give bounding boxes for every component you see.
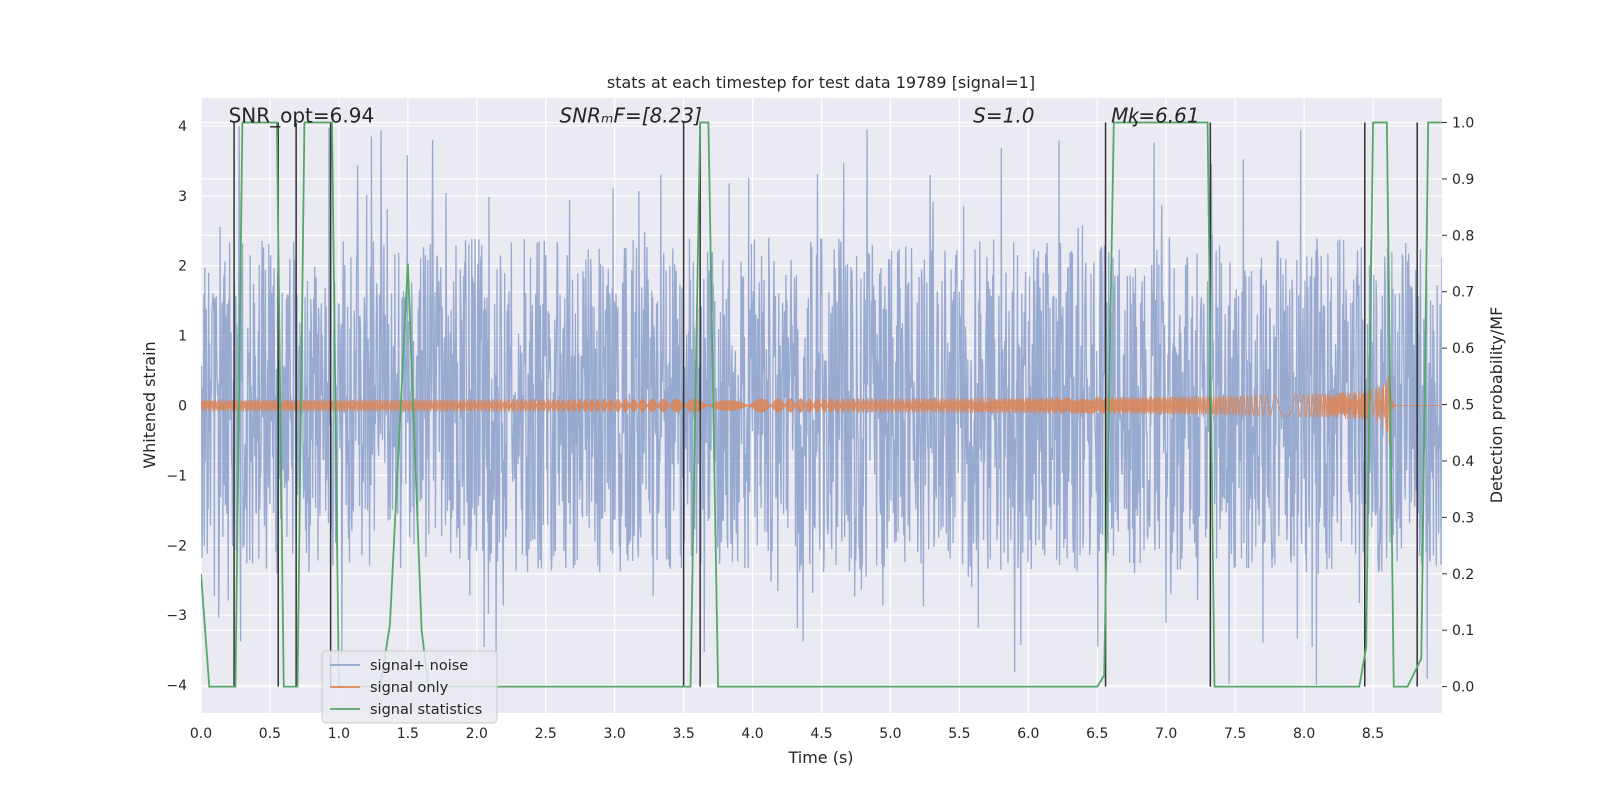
signal-line (201, 375, 1442, 446)
noise-line (201, 126, 1442, 685)
x-tick-label: 0.5 (259, 726, 281, 742)
legend: signal+ noise signal only signal statistic… (321, 650, 498, 724)
y2-tick-label: 0.5 (1452, 398, 1474, 414)
y-tick-label: −4 (166, 678, 187, 694)
x-tick-label: 8.0 (1293, 726, 1315, 742)
y2-tick-label: 0.9 (1452, 172, 1474, 188)
y-axis-ticks: −4 −3 −2 −1 0 1 2 3 4 (166, 119, 187, 694)
y-tick-label: 2 (178, 259, 187, 275)
annotation-s: S=1.0 (973, 103, 1034, 127)
y2-tick-label: 0.6 (1452, 341, 1474, 357)
annotations: SNR_opt=6.94 SNRₘF=[8.23] S=1.0 Mᶄ=6.61 (229, 103, 1200, 127)
y-tick-label: −3 (166, 608, 187, 624)
x-tick-label: 7.5 (1224, 726, 1246, 742)
y-tick-label: −2 (166, 538, 187, 554)
y2-tick-label: 1.0 (1452, 115, 1474, 131)
stats-line (201, 121, 1442, 688)
y-tick-label: 0 (178, 399, 187, 415)
x-tick-label: 5.0 (879, 726, 901, 742)
x-tick-label: 3.5 (672, 726, 694, 742)
y2-tick-label: 0.7 (1452, 285, 1474, 301)
y2-axis-label: Detection probability/MF (1487, 307, 1506, 504)
y2-tick-label: 0.2 (1452, 567, 1474, 583)
x-axis-ticks: 0.0 0.5 1.0 1.5 2.0 2.5 3.0 3.5 4.0 4.5 5.0 5.5 6.0 6… (190, 726, 1384, 742)
x-tick-label: 5.5 (948, 726, 970, 742)
annotation-snr-opt: SNR_opt=6.94 (229, 103, 375, 127)
annotation-mc: Mᶄ=6.61 (1111, 103, 1200, 127)
legend-label: signal only (370, 680, 449, 696)
x-tick-label: 6.5 (1086, 726, 1108, 742)
y-tick-label: 4 (178, 119, 187, 135)
legend-label: signal+ noise (370, 658, 468, 674)
x-tick-label: 2.5 (535, 726, 557, 742)
x-tick-label: 4.5 (810, 726, 832, 742)
x-tick-label: 6.0 (1017, 726, 1039, 742)
y2-axis-ticks: 0.0 0.1 0.2 0.3 0.4 0.5 0.6 0.7 0.8 0.9 1.0 (1442, 115, 1474, 696)
x-tick-label: 1.5 (397, 726, 419, 742)
chart-title: stats at each timestep for test data 197… (607, 73, 1035, 92)
legend-label: signal statistics (370, 702, 482, 718)
x-tick-label: 8.5 (1362, 726, 1384, 742)
x-tick-label: 2.0 (466, 726, 488, 742)
signal-series (201, 375, 1442, 446)
x-tick-label: 0.0 (190, 726, 212, 742)
y2-tick-label: 0.0 (1452, 680, 1474, 696)
y2-tick-label: 0.8 (1452, 228, 1474, 244)
y2-tick-label: 0.1 (1452, 623, 1474, 639)
y2-tick-label: 0.3 (1452, 510, 1474, 526)
y-tick-label: −1 (166, 468, 187, 484)
x-axis-label: Time (s) (787, 748, 853, 767)
legend-box (321, 650, 498, 724)
noise-series (201, 126, 1442, 685)
x-tick-label: 1.0 (328, 726, 350, 742)
y2-tick-label: 0.4 (1452, 454, 1474, 470)
annotation-snr-mf: SNRₘF=[8.23] (560, 103, 702, 127)
x-tick-label: 4.0 (741, 726, 763, 742)
y-axis-label: Whitened strain (140, 341, 159, 468)
y-tick-label: 1 (178, 329, 187, 345)
y-tick-label: 3 (178, 189, 187, 205)
stats-series (201, 121, 1442, 688)
x-tick-label: 3.0 (604, 726, 626, 742)
x-tick-label: 7.0 (1155, 726, 1177, 742)
